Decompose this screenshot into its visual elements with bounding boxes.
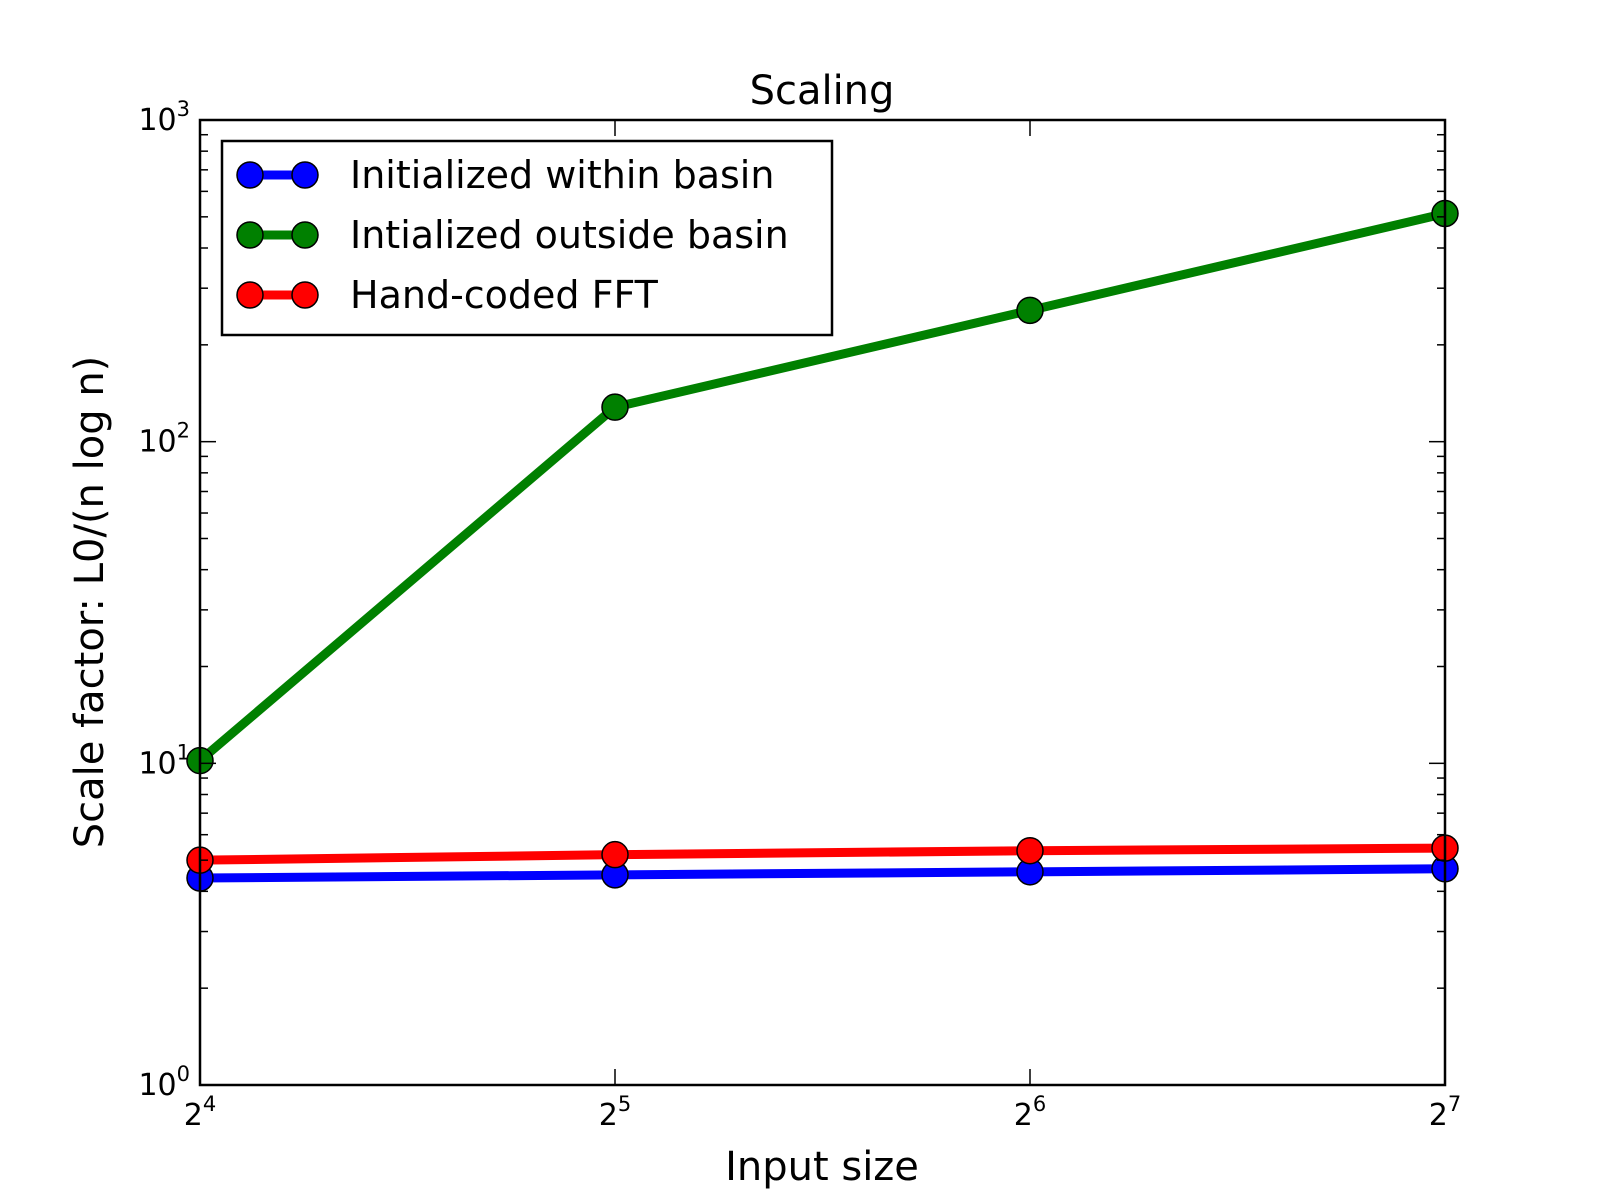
legend-marker [236,281,264,309]
series-line-0 [199,864,1446,883]
series-2-point-1 [601,840,629,869]
legend-box [220,139,834,337]
x-tick-label: 24 [184,1092,216,1133]
legend-marker [291,161,319,189]
plot-frame [198,118,1447,1087]
y-tick-label: 103 [138,97,190,138]
y-axis-label: Scale factor: L0/(n log n) [67,356,113,849]
legend-marker [291,281,319,309]
x-tick-label: 25 [599,1092,631,1133]
legend-label: Initialized within basin [350,153,774,197]
series-2-point-2 [1016,836,1044,865]
y-tick-label: 101 [138,740,190,781]
legend: Initialized within basin Intialized outsi… [220,139,834,337]
y-tick-label: 102 [138,419,190,460]
series-1-point-2 [1016,296,1044,325]
legend-marker [291,221,319,249]
legend-marker [236,221,264,249]
legend-label: Hand-coded FFT [350,273,659,317]
y-tick-label: 100 [138,1062,190,1103]
x-tick-label: 26 [1014,1092,1046,1133]
chart-title: Scaling [750,68,895,114]
x-axis-label: Input size [725,1144,919,1190]
series-layer [186,199,1459,892]
series-1-point-1 [601,393,629,421]
x-tick-label: 27 [1429,1092,1461,1133]
legend-marker [236,161,264,189]
tick-layer: 24 25 26 27 100 101 102 103 [138,97,1461,1133]
series-line-1 [197,209,1447,764]
series-line-2 [199,843,1446,865]
legend-label: Intialized outside basin [350,213,789,257]
